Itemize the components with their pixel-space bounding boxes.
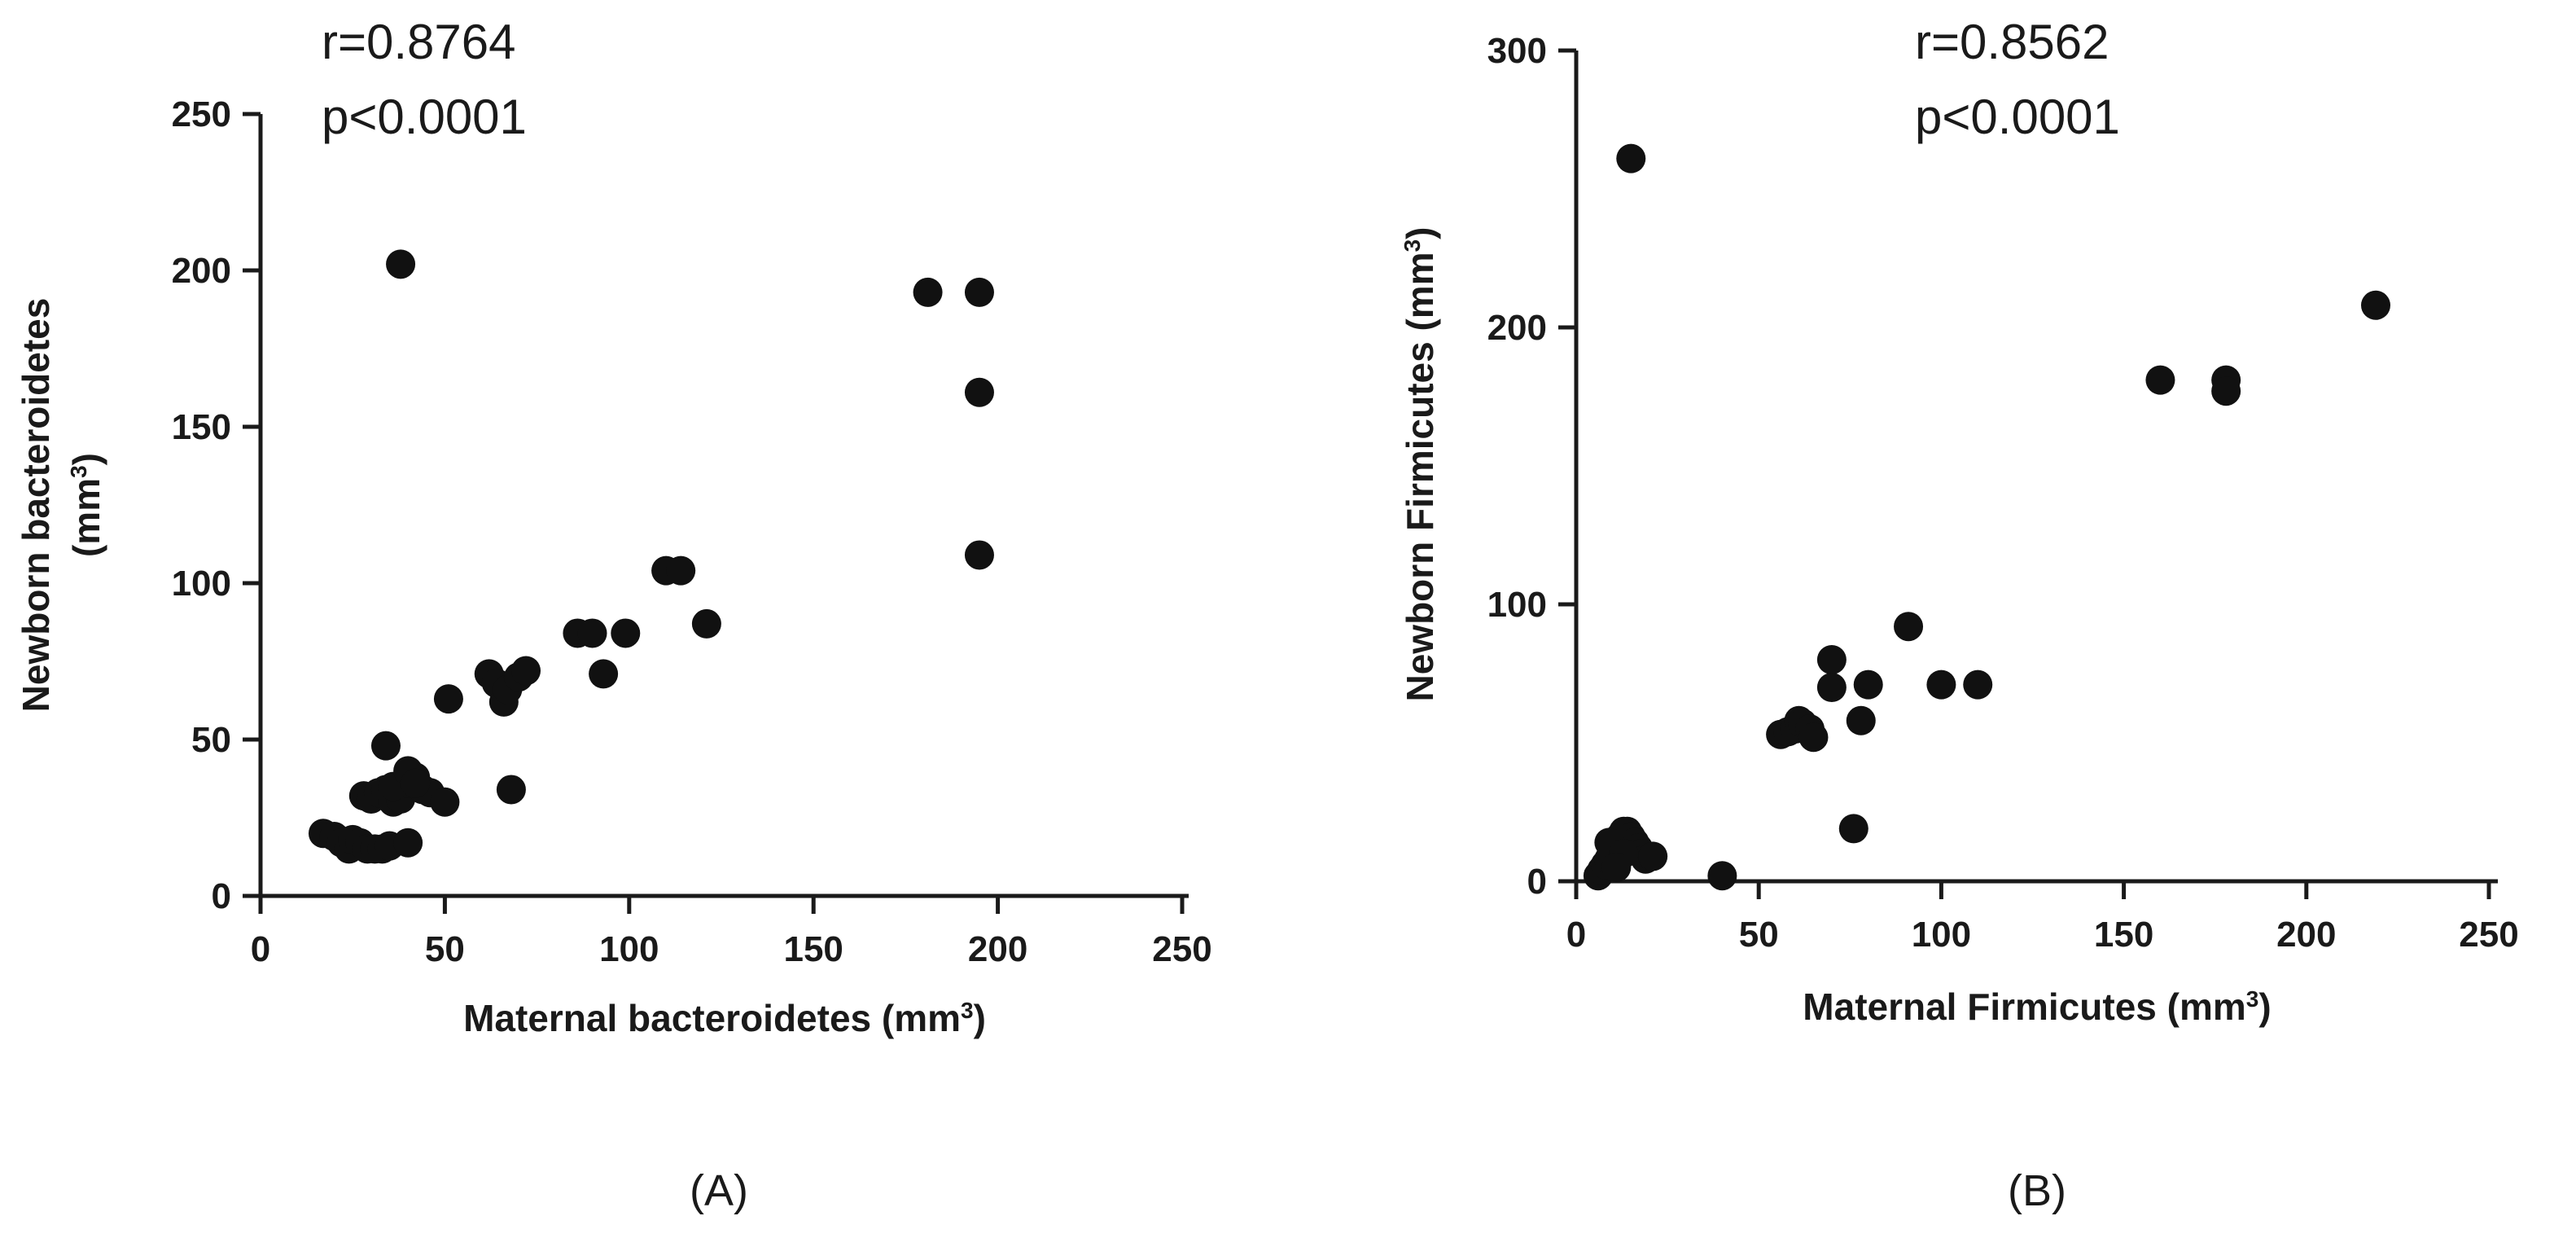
panel-a-label: (A) — [690, 1166, 748, 1215]
panel-a-data-point — [691, 608, 721, 639]
panel-b-y-tick-label: 100 — [1487, 585, 1547, 625]
panel-a-x-tick-label: 0 — [251, 929, 270, 969]
panel-b-r-value: r=0.8562 — [1915, 15, 2109, 69]
panel-b-x-tick-label: 150 — [2094, 915, 2153, 955]
panel-a-data-point — [430, 787, 460, 817]
panel-b-y-ticks: 0 100 200 300 — [1487, 31, 1576, 902]
panel-a-data-point — [913, 277, 943, 307]
panel-b-data-point — [1816, 673, 1847, 702]
panel-b-chart: r=0.8562 p<0.0001 0 100 200 300 0 50 100 150 20… — [1399, 15, 2519, 1215]
panel-b-y-tick-label: 200 — [1487, 308, 1547, 348]
panel-a-data-point — [496, 775, 526, 805]
panel-b-x-tick-label: 200 — [2276, 915, 2336, 955]
panel-b-x-label: Maternal Firmicutes (mm3) — [1803, 986, 2271, 1028]
panel-b-y-tick-label: 300 — [1487, 31, 1547, 71]
panel-a-x-label: Maternal bacteroidetes (mm3) — [463, 997, 986, 1039]
panel-b-data-point — [1926, 669, 1956, 700]
panel-b-data-point — [2360, 290, 2390, 320]
panel-a-data-point — [964, 377, 994, 407]
panel-a-y-label-line1: Newborn bacteroidetes — [15, 298, 57, 713]
panel-a-p-value: p<0.0001 — [322, 90, 527, 144]
panel-a-x-tick-label: 200 — [968, 929, 1027, 969]
panel-b-y-label: Newborn Firmicutes (mm3) — [1399, 227, 1441, 702]
panel-b-data-point — [1853, 669, 1883, 700]
panel-b-y-tick-label: 0 — [1527, 862, 1547, 902]
panel-a-data-point — [511, 656, 541, 686]
panel-a-data-point — [393, 828, 423, 858]
panel-b-data-point — [1894, 612, 1924, 642]
panel-a-data-point — [611, 618, 641, 648]
panel-a-data-point — [589, 659, 619, 689]
panel-a-y-tick-label: 50 — [191, 720, 231, 760]
panel-b-data-point — [1638, 841, 1668, 871]
panel-b-data-point — [1838, 814, 1868, 844]
panel-a-y-tick-label: 100 — [172, 564, 231, 604]
panel-b-label: (B) — [2008, 1166, 2066, 1215]
panel-a-data-point — [964, 540, 994, 570]
panel-a-data-point — [433, 684, 463, 714]
panel-a-y-label-line2: (mm3) — [65, 453, 107, 557]
panel-a-x-ticks: 0 50 100 150 200 250 — [251, 896, 1212, 969]
panel-a-data-point — [666, 555, 696, 586]
panel-b-data-point — [1798, 722, 1829, 753]
panel-a-r-value: r=0.8764 — [322, 15, 516, 69]
panel-b-data-point — [1963, 669, 1993, 700]
panel-b-data-point — [1616, 143, 1646, 173]
panel-b-data-point — [2211, 376, 2241, 406]
panel-a-points — [308, 249, 994, 864]
panel-a-data-point — [577, 618, 607, 648]
panel-a-x-tick-label: 100 — [599, 929, 659, 969]
panel-a-data-point — [370, 731, 401, 761]
panel-a-y-ticks: 0 50 100 150 200 250 — [172, 94, 261, 916]
panel-b-points — [1583, 143, 2390, 891]
panel-b-x-tick-label: 0 — [1566, 915, 1586, 955]
panel-a-y-tick-label: 0 — [212, 876, 231, 916]
panel-a-data-point — [964, 277, 994, 307]
panel-a-y-tick-label: 200 — [172, 251, 231, 291]
panel-a-x-tick-label: 50 — [425, 929, 465, 969]
panel-b-data-point — [1846, 705, 1876, 735]
panel-b-x-tick-label: 100 — [1912, 915, 1971, 955]
panel-b-p-value: p<0.0001 — [1915, 90, 2120, 144]
panel-a-x-tick-label: 150 — [783, 929, 843, 969]
panel-b-data-point — [1601, 853, 1632, 882]
panel-b-x-ticks: 0 50 100 150 200 250 — [1566, 881, 2519, 955]
panel-a-data-point — [386, 249, 416, 279]
panel-b-x-tick-label: 250 — [2459, 915, 2518, 955]
panel-a-y-tick-label: 250 — [172, 94, 231, 134]
panel-b-data-point — [1816, 645, 1847, 674]
panel-a-y-tick-label: 150 — [172, 407, 231, 447]
panel-a-chart: r=0.8764 p<0.0001 0 50 100 150 200 250 0 50 100… — [15, 15, 1212, 1215]
panel-a-x-tick-label: 250 — [1152, 929, 1211, 969]
panel-b-data-point — [2145, 365, 2175, 395]
panel-b-data-point — [1707, 861, 1737, 891]
panel-a-data-point — [401, 768, 431, 798]
panel-b-x-tick-label: 50 — [1739, 915, 1779, 955]
